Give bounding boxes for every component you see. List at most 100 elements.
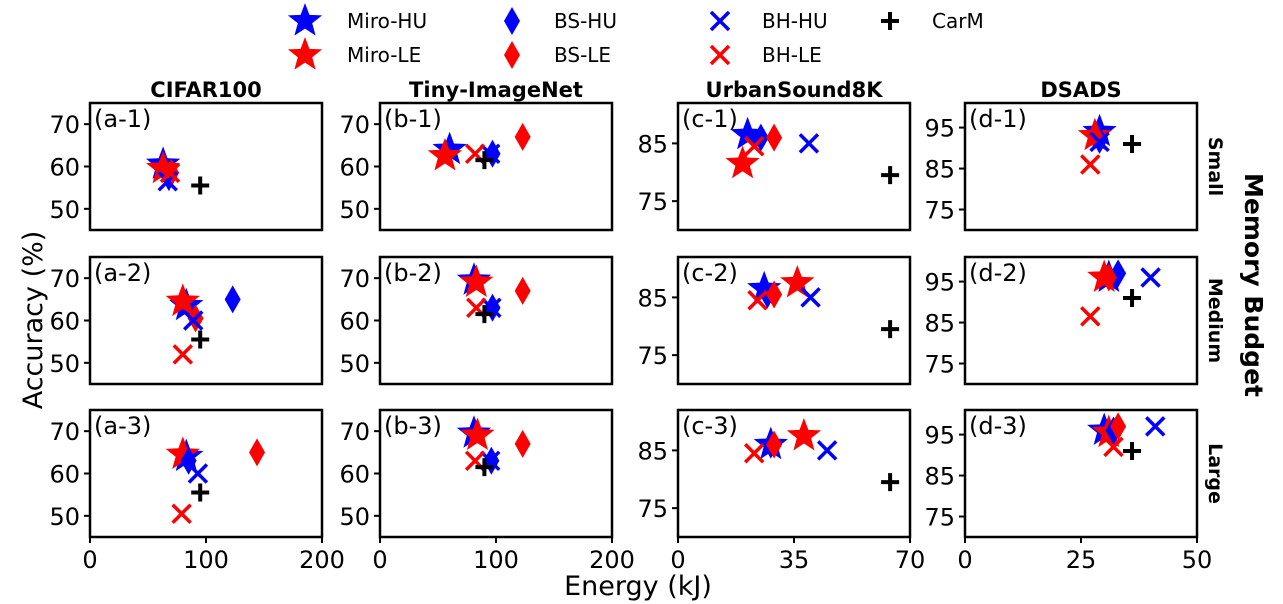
x-tick-label: 70 <box>895 546 926 574</box>
point-miro-le <box>427 137 463 171</box>
point-miro-le <box>165 283 200 316</box>
panel-d-2: 75 85 95 (d-2) <box>924 255 1199 386</box>
point-miro-hu <box>432 131 467 165</box>
y-tick-label: 70 <box>49 265 80 293</box>
legend-item-bh-le: BH-LE <box>709 43 822 67</box>
legend-item-carm: CarM <box>881 9 984 33</box>
panel-c-2: 75 85 (c-2) <box>637 255 912 386</box>
panel-label: (a-2) <box>94 259 151 287</box>
panel-label: (c-1) <box>682 105 738 133</box>
panel-label: (d-2) <box>969 259 1027 287</box>
panel-label: (d-3) <box>969 412 1027 440</box>
point-bh-le <box>159 162 181 184</box>
point-bs-le <box>766 430 783 459</box>
y-tick-label: 75 <box>924 351 955 379</box>
y-tick-label: 70 <box>49 418 80 446</box>
panel-frame <box>676 101 912 232</box>
y-tick-label: 50 <box>339 503 370 531</box>
legend-label: Miro-HU <box>347 9 427 33</box>
legend-label: Miro-LE <box>347 43 421 67</box>
panel-c-3: 75 85 0 35 70 (c-3) <box>637 408 926 574</box>
point-carm <box>1123 288 1142 307</box>
y-tick-label: 95 <box>924 269 955 297</box>
x-axis-label: Energy (kJ) <box>564 571 712 602</box>
legend-item-miro-le: Miro-LE <box>287 37 421 70</box>
panels: 50 60 70 (a-1) 50 60 70 (b-1) 75 85 (c-1) 75 85 95 (d-… <box>49 101 1212 574</box>
column-title-urbansound8k: UrbanSound8K <box>706 78 884 102</box>
point-bs-le <box>1110 412 1127 441</box>
point-bs-le <box>766 280 783 309</box>
y-tick-label: 60 <box>339 461 370 489</box>
x-tick-label: 200 <box>299 546 345 574</box>
point-bs-le <box>766 123 783 152</box>
panel-frame <box>963 255 1199 386</box>
row-label-large: Large <box>1204 443 1226 504</box>
legend-item-miro-hu: Miro-HU <box>287 3 427 36</box>
y-tick-label: 50 <box>49 503 80 531</box>
y-tick-label: 75 <box>924 504 955 532</box>
y-tick-label: 85 <box>924 463 955 491</box>
column-title-tiny-imagenet: Tiny-ImageNet <box>409 78 583 102</box>
point-carm <box>881 166 900 185</box>
y-tick-label: 85 <box>924 310 955 338</box>
point-bs-le <box>514 122 531 151</box>
point-miro-le <box>780 265 815 298</box>
point-bh-le <box>1080 306 1101 327</box>
point-bh-le <box>743 443 765 464</box>
x-tick-label: 0 <box>670 546 685 574</box>
legend-item-bs-le: BS-LE <box>504 41 611 69</box>
legend-plus-marker <box>881 12 899 30</box>
legend: Miro-HU Miro-LE BS-HU BS-LE BH-HU BH-LE CarM <box>287 3 984 70</box>
legend-diamond-marker <box>504 7 520 35</box>
y-tick-label: 60 <box>49 461 80 489</box>
y-tick-label: 95 <box>924 115 955 143</box>
legend-label: CarM <box>932 9 984 33</box>
panel-d-1: 75 85 95 (d-1) <box>924 101 1199 232</box>
y-tick-label: 60 <box>49 308 80 336</box>
y-tick-label: 75 <box>637 342 668 370</box>
point-bs-le <box>1100 263 1117 292</box>
point-carm <box>881 473 900 492</box>
y-tick-label: 95 <box>924 422 955 450</box>
point-carm <box>1123 441 1142 460</box>
panel-label: (c-3) <box>682 412 738 440</box>
point-carm <box>475 458 494 477</box>
y-tick-label: 75 <box>637 188 668 216</box>
point-bh-le <box>1103 436 1124 458</box>
column-title-dsads: DSADS <box>1040 78 1121 102</box>
point-bs-le <box>249 438 266 467</box>
y-axis-label: Accuracy (%) <box>18 231 49 410</box>
legend-item-bh-hu: BH-HU <box>709 9 828 33</box>
point-miro-le <box>786 418 822 451</box>
column-title-cifar100: CIFAR100 <box>150 78 261 102</box>
x-tick-label: 100 <box>473 546 519 574</box>
point-carm <box>475 151 494 170</box>
point-carm <box>191 330 210 349</box>
y-tick-label: 60 <box>339 308 370 336</box>
point-bs-le <box>514 276 531 305</box>
point-miro-hu <box>730 116 765 150</box>
panel-label: (d-1) <box>969 105 1027 133</box>
point-carm <box>475 305 494 324</box>
point-bh-hu <box>800 287 821 308</box>
x-tick-label: 0 <box>82 546 97 574</box>
legend-diamond-marker <box>504 41 520 69</box>
y-tick-label: 85 <box>637 130 668 158</box>
point-bh-hu <box>816 440 838 461</box>
x-tick-label: 200 <box>589 546 635 574</box>
legend-item-bs-hu: BS-HU <box>504 7 617 35</box>
point-bh-hu <box>1089 131 1110 153</box>
panel-label: (c-2) <box>682 259 738 287</box>
legend-label: BS-LE <box>554 43 611 67</box>
panel-frame <box>963 101 1199 232</box>
panel-d-3: 75 85 95 0 25 50 (d-3) <box>924 408 1212 574</box>
point-bh-hu <box>1140 267 1161 288</box>
panel-frame <box>676 255 912 386</box>
panel-label: (a-3) <box>94 412 151 440</box>
y-tick-label: 50 <box>49 196 80 224</box>
x-tick-label: 35 <box>779 546 810 574</box>
y-tick-label: 85 <box>637 284 668 312</box>
column-titles: CIFAR100 Tiny-ImageNet UrbanSound8K DSADS Sm… <box>150 78 1226 504</box>
panel-a-3: 50 60 70 0 100 200 (a-3) <box>49 408 345 574</box>
